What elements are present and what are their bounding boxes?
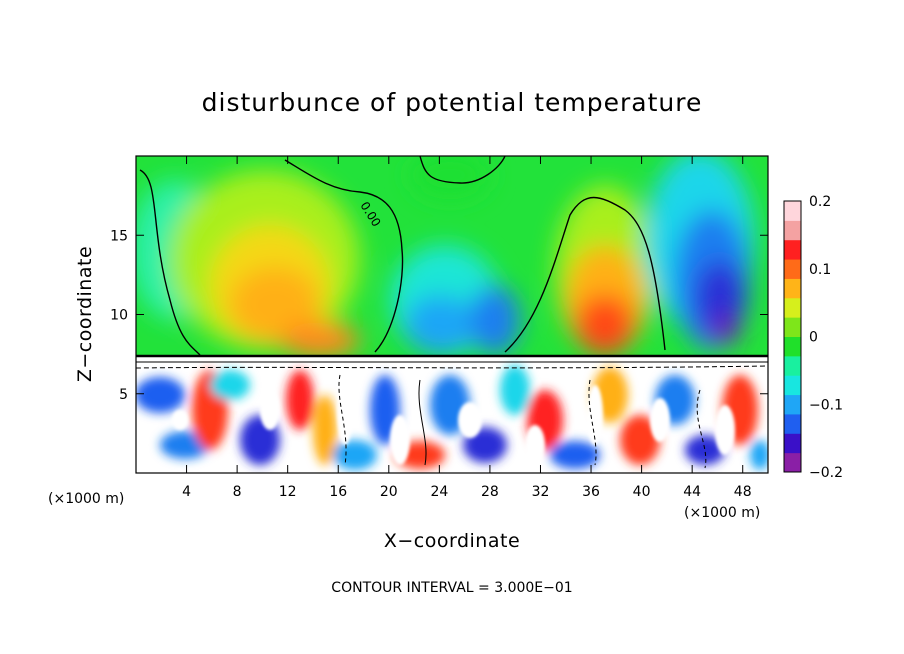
x-tick-label: 32	[532, 484, 550, 500]
lower-contours	[136, 361, 768, 469]
x-tick-label: 40	[633, 484, 651, 500]
upper-anomalies	[136, 156, 755, 358]
contour-interval-note: CONTOUR INTERVAL = 3.000E−01	[331, 580, 572, 596]
colorbar-frame	[783, 200, 802, 473]
x-tick-label: 24	[430, 484, 448, 500]
x-tick-label: 16	[329, 484, 347, 500]
colorbar-swatch	[784, 355, 801, 376]
colorbar-tick-label: 0	[809, 330, 818, 346]
x-tick-label: 36	[582, 484, 600, 500]
colorbar-tick-label: 0.2	[809, 194, 831, 210]
y-ticks: 5 10 15	[110, 228, 768, 403]
x-tick-label: 12	[279, 484, 297, 500]
x-tick-label: 28	[481, 484, 499, 500]
lower-white-cores	[172, 375, 735, 465]
colorbar	[784, 201, 801, 473]
colorbar-swatch	[784, 375, 801, 396]
colorbar-swatch	[784, 336, 801, 357]
colorbar-swatch	[784, 259, 801, 279]
colorbar-swatch	[784, 452, 801, 473]
x-tick-label: 44	[683, 484, 701, 500]
colorbar-swatch	[784, 239, 801, 260]
colorbar-swatch	[784, 413, 801, 434]
plot-area: 0.00	[136, 156, 768, 473]
colorbar-swatch	[784, 201, 801, 221]
colorbar-ticks: 0.2 0.1 0 −0.1 −0.2	[809, 194, 843, 481]
y-tick-label: 15	[110, 228, 128, 244]
colorbar-swatch	[784, 297, 801, 318]
colorbar-swatch	[784, 317, 801, 337]
colorbar-tick-label: 0.1	[809, 262, 831, 278]
y-tick-label: 10	[110, 308, 128, 324]
colorbar-tick-label: −0.2	[809, 465, 843, 481]
x-ticks: 4 8 12 16 20 24 28 32 36 40 44 48	[182, 156, 752, 500]
zero-contours	[139, 156, 666, 356]
colorbar-tick-label: −0.1	[809, 397, 843, 413]
colorbar-swatch	[784, 220, 801, 241]
colorbar-swatch	[784, 278, 801, 299]
colorbar-swatch	[784, 433, 801, 454]
x-tick-label: 20	[380, 484, 398, 500]
chart-title: disturbunce of potential temperature	[202, 88, 703, 117]
x-unit-right: (×1000 m)	[684, 505, 760, 521]
y-axis-label: Z−coordinate	[74, 246, 96, 382]
x-tick-label: 4	[182, 484, 191, 500]
x-unit-left: (×1000 m)	[48, 491, 124, 507]
x-tick-label: 8	[233, 484, 242, 500]
x-tick-label: 48	[734, 484, 752, 500]
x-axis-label: X−coordinate	[384, 530, 520, 552]
y-tick-label: 5	[119, 387, 128, 403]
colorbar-swatch	[784, 394, 801, 415]
